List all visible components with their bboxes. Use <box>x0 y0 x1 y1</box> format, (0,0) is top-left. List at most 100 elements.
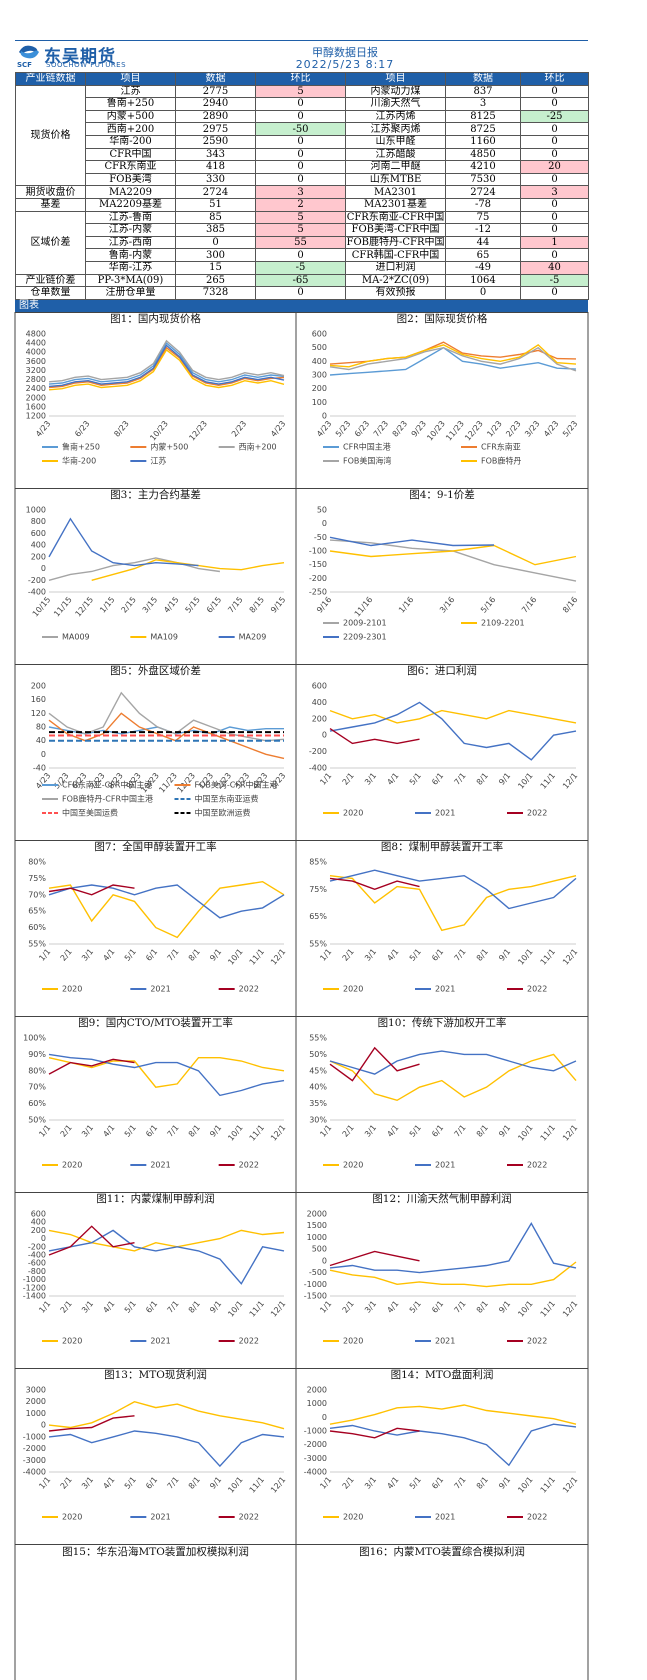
series-line <box>48 517 199 567</box>
series-line <box>329 875 577 932</box>
series-line <box>329 544 577 566</box>
table-row: 西南+200 2975 -50 江苏聚丙烯 8725 0 <box>16 122 589 136</box>
x-tick-label: 4/1 <box>101 1475 116 1491</box>
x-tick-label: 8/1 <box>475 771 490 787</box>
x-tick-label: 11/1 <box>539 947 557 967</box>
table-cell: 0 <box>520 223 589 237</box>
x-tick-label: 8/1 <box>475 947 490 963</box>
header-cell: 数据 <box>175 72 256 86</box>
logo-mark: SCF <box>17 61 32 69</box>
x-tick-label: 9/15 <box>269 595 287 615</box>
legend-label: 2021 <box>150 985 170 994</box>
x-tick-label: 12/1 <box>269 1123 287 1143</box>
legend-label: CFR东南亚-CFR中国主港 <box>62 780 152 790</box>
header-cell: 环比 <box>255 72 346 86</box>
y-tick-label: 100% <box>23 1034 46 1043</box>
series-line <box>329 1423 577 1467</box>
legend-label: 2020 <box>343 985 363 994</box>
y-tick-label: 30% <box>309 1116 327 1125</box>
legend-label: 中国至欧洲运费 <box>195 808 251 818</box>
x-tick-label: 2/23 <box>230 419 248 439</box>
x-tick-label: 4/1 <box>101 1299 116 1315</box>
x-tick-label: 1/15 <box>98 595 116 615</box>
x-tick-label: 1/23 <box>485 419 503 439</box>
table-cell: -50 <box>255 122 346 136</box>
legend-label: 2021 <box>150 1513 170 1522</box>
x-tick-label: 6/1 <box>144 1299 159 1315</box>
series-line <box>329 1053 577 1102</box>
y-tick-label: 100 <box>312 398 327 407</box>
legend-label: 2020 <box>62 1161 82 1170</box>
series-line <box>48 1415 135 1432</box>
legend-label: CFR东南亚 <box>481 442 521 452</box>
table-cell: -5 <box>255 260 346 275</box>
x-tick-label: 12/1 <box>561 1299 579 1319</box>
y-tick-label: 3000 <box>26 1386 46 1395</box>
legend-label: 2021 <box>435 1161 455 1170</box>
x-tick-label: 5/1 <box>408 947 423 963</box>
table-cell: 418 <box>175 160 256 174</box>
x-tick-label: 3/1 <box>363 1475 378 1491</box>
y-tick-label: 0 <box>322 519 327 528</box>
x-tick-label: 8/1 <box>187 1299 202 1315</box>
series-line <box>329 539 577 582</box>
table-cell: 0 <box>520 286 589 300</box>
legend-label: 江苏 <box>150 456 166 466</box>
y-tick-label: -400 <box>28 1251 46 1260</box>
table-cell: MA2301 <box>345 185 446 199</box>
table-cell: 华南-200 <box>85 134 176 149</box>
y-tick-label: -200 <box>28 576 46 585</box>
y-tick-label: -2000 <box>304 1440 327 1449</box>
x-tick-label: 11/1 <box>539 1299 557 1319</box>
x-tick-label: 4/15 <box>162 595 180 615</box>
series-line <box>48 1430 285 1468</box>
x-tick-label: 9/1 <box>497 1299 512 1315</box>
y-tick-label: -200 <box>309 574 327 583</box>
table-cell: 0 <box>520 172 589 187</box>
table-cell: 2724 <box>445 185 521 199</box>
table-cell: CFR中国 <box>85 147 176 162</box>
y-tick-label: -3000 <box>304 1454 327 1463</box>
x-tick-label: 4/1 <box>385 1299 400 1315</box>
x-tick-label: 5/23 <box>561 419 579 439</box>
x-tick-label: 7/1 <box>165 1475 180 1491</box>
x-tick-label: 2/1 <box>59 1475 74 1491</box>
legend-label: MA109 <box>150 633 178 642</box>
table-cell: 1160 <box>445 134 521 149</box>
y-tick-label: 200 <box>31 1226 46 1235</box>
x-tick-label: 8/23 <box>112 419 130 439</box>
table-row: 产业链价差 PP-3*MA(09) 265 -65 MA-2*ZC(09) 1064 -5 <box>15 273 589 288</box>
series-line <box>48 1053 285 1097</box>
x-tick-label: 9/1 <box>208 1299 223 1315</box>
table-cell: 1064 <box>445 273 521 288</box>
table-cell: 江苏聚丙烯 <box>345 122 446 136</box>
table-cell: FOB美湾-CFR中国 <box>345 223 446 237</box>
table-row: CFR中国 343 0 江苏醋酸 4850 0 <box>16 147 589 162</box>
y-tick-label: 80% <box>28 1066 46 1075</box>
table-cell: 3 <box>445 97 521 111</box>
y-tick-label: 2800 <box>26 375 46 384</box>
series-line <box>329 1222 577 1274</box>
table-cell: -12 <box>445 223 521 237</box>
x-tick-label: 3/1 <box>363 947 378 963</box>
x-tick-label: 11/1 <box>248 1123 266 1143</box>
series-line <box>329 701 577 761</box>
series-line <box>48 712 285 760</box>
y-tick-label: 55% <box>28 940 46 949</box>
table-cell: PP-3*MA(09) <box>85 273 176 288</box>
table-row: 基差 MA2209基差 51 2 MA2301基差 -78 0 <box>15 197 589 212</box>
table-cell: MA2209基差 <box>85 197 176 212</box>
y-tick-label: 80 <box>36 723 46 732</box>
y-tick-label: -800 <box>28 1267 46 1276</box>
y-tick-label: -400 <box>309 764 327 773</box>
report-date: 2022/5/23 8:17 <box>295 58 395 71</box>
chart-title: 图13：MTO现货利润 <box>104 1368 207 1381</box>
y-tick-label: 0 <box>41 564 46 573</box>
y-tick-label: 70% <box>28 1083 46 1092</box>
legend-label: 2022 <box>527 1337 547 1346</box>
table-row: 区域价差 江苏-鲁南 85 5 CFR东南亚-CFR中国 75 0 <box>15 210 589 275</box>
y-tick-label: 500 <box>312 1245 327 1254</box>
chart-title: 图11：内蒙煤制甲醇利润 <box>96 1192 214 1205</box>
chart-title: 图1：国内现货价格 <box>110 312 201 325</box>
y-tick-label: 120 <box>31 709 46 718</box>
